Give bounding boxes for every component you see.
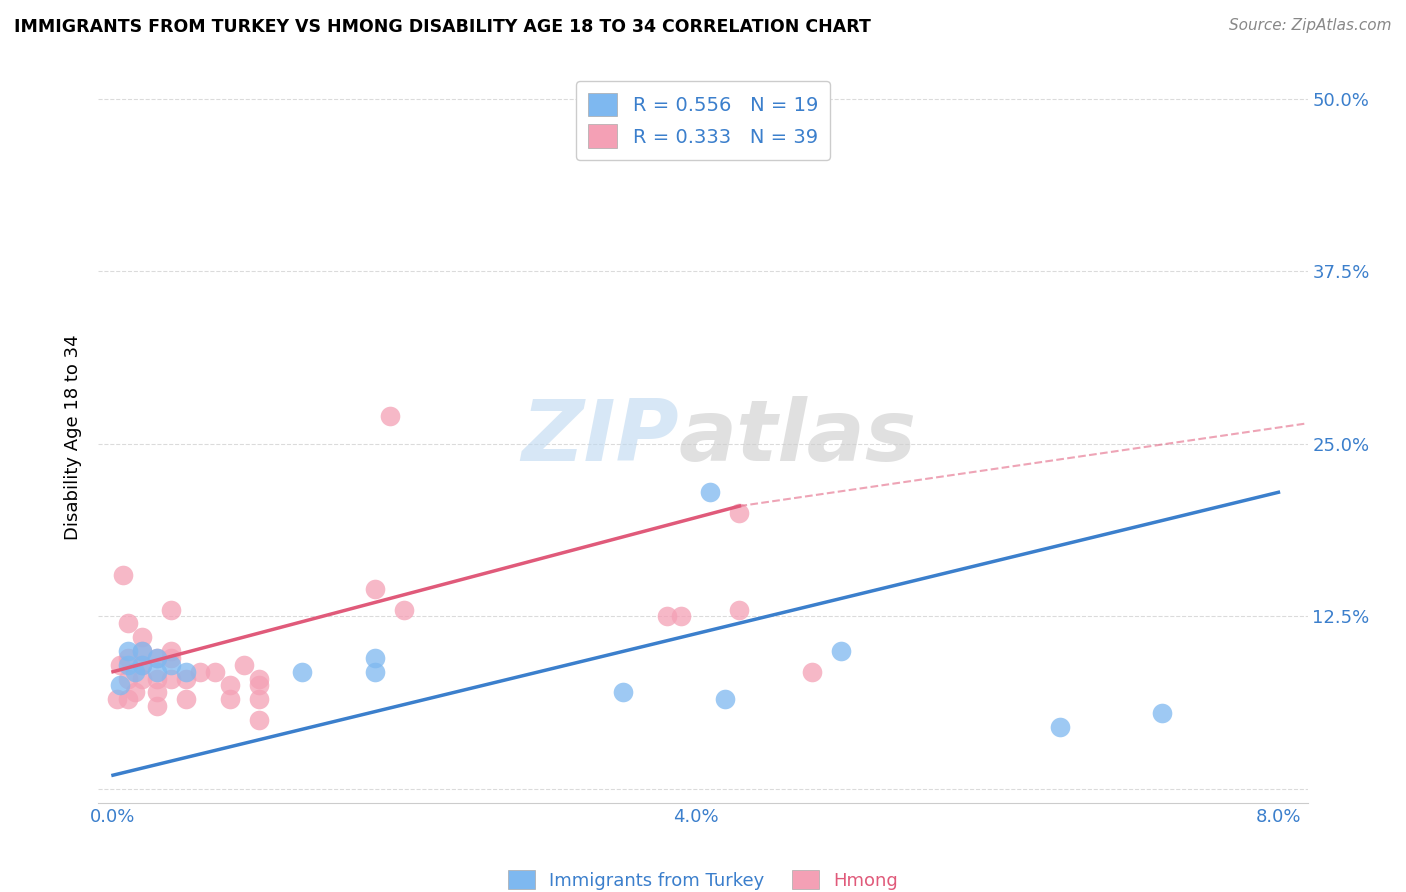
Point [131, 644, 153, 658]
Point [728, 602, 751, 616]
Point [247, 678, 270, 692]
Point [160, 644, 183, 658]
Point [247, 692, 270, 706]
Point [131, 672, 153, 686]
Point [112, 568, 135, 582]
Point [714, 692, 737, 706]
Point [145, 651, 167, 665]
Point [830, 644, 852, 658]
Point [364, 651, 387, 665]
Point [110, 657, 132, 672]
Point [174, 665, 197, 679]
Point [160, 651, 183, 665]
Point [728, 506, 751, 520]
Point [131, 630, 153, 644]
Point [117, 657, 139, 672]
Point [378, 409, 401, 424]
Point [131, 644, 153, 658]
Point [218, 678, 240, 692]
Point [160, 602, 183, 616]
Point [1049, 720, 1071, 734]
Point [117, 672, 139, 686]
Point [669, 609, 692, 624]
Point [174, 692, 197, 706]
Text: IMMIGRANTS FROM TURKEY VS HMONG DISABILITY AGE 18 TO 34 CORRELATION CHART: IMMIGRANTS FROM TURKEY VS HMONG DISABILI… [14, 18, 870, 36]
Point [247, 672, 270, 686]
Point [655, 609, 678, 624]
Y-axis label: Disability Age 18 to 34: Disability Age 18 to 34 [65, 334, 83, 540]
Point [174, 672, 197, 686]
Point [117, 692, 139, 706]
Point [160, 672, 183, 686]
Point [364, 582, 387, 596]
Point [218, 692, 240, 706]
Point [204, 665, 226, 679]
Point [145, 699, 167, 714]
Point [394, 602, 416, 616]
Point [145, 665, 167, 679]
Point [145, 672, 167, 686]
Point [117, 651, 139, 665]
Text: ZIP: ZIP [522, 395, 679, 479]
Point [131, 657, 153, 672]
Point [247, 713, 270, 727]
Point [612, 685, 634, 699]
Point [291, 665, 314, 679]
Text: atlas: atlas [679, 395, 917, 479]
Legend: Immigrants from Turkey, Hmong: Immigrants from Turkey, Hmong [501, 863, 905, 892]
Point [105, 692, 128, 706]
Point [364, 665, 387, 679]
Point [160, 657, 183, 672]
Point [145, 651, 167, 665]
Point [190, 665, 212, 679]
Point [233, 657, 256, 672]
Point [145, 685, 167, 699]
Point [1150, 706, 1173, 720]
Point [110, 678, 132, 692]
Point [124, 685, 146, 699]
Point [124, 665, 146, 679]
Text: Source: ZipAtlas.com: Source: ZipAtlas.com [1229, 18, 1392, 33]
Point [699, 485, 721, 500]
Point [117, 616, 139, 631]
Point [131, 657, 153, 672]
Point [117, 644, 139, 658]
Point [801, 665, 824, 679]
